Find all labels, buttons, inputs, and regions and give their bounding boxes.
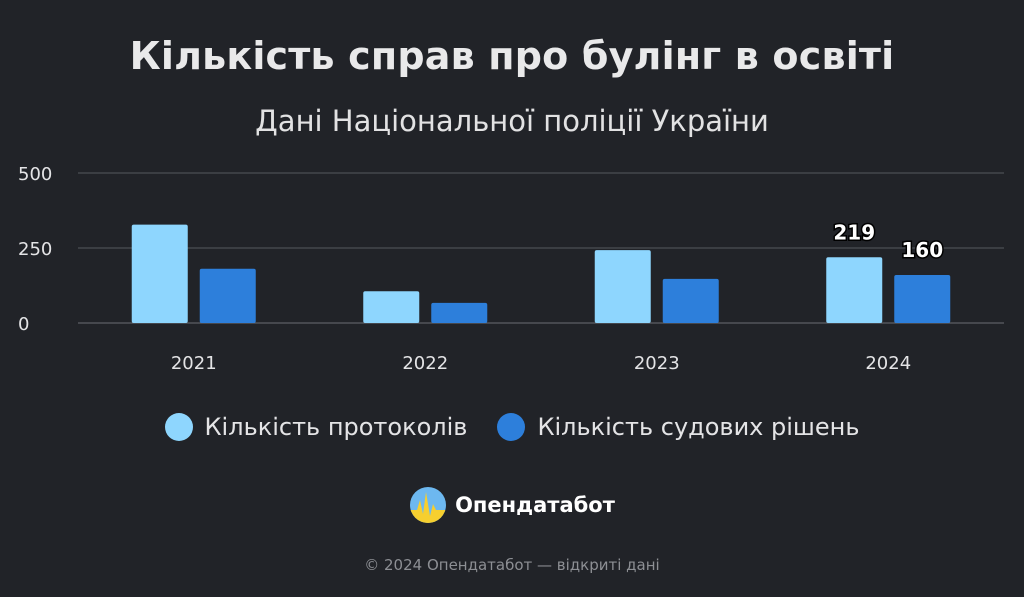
legend-swatch-court-decisions <box>497 413 526 441</box>
data-label: 219 <box>833 220 875 244</box>
x-tick-label: 2021 <box>171 353 217 374</box>
footer-note: © 2024 Опендатабот — відкриті дані <box>364 556 660 574</box>
y-tick-label: 500 <box>18 164 52 185</box>
bar-protocols-2023 <box>594 250 651 323</box>
brand-logo: Опендатабот <box>0 486 1024 524</box>
bar-protocols-2022 <box>363 291 420 323</box>
y-tick-label: 0 <box>18 314 29 335</box>
chart-subtitle: Дані Національної поліції України <box>255 104 769 138</box>
brand-name: Опендатабот <box>455 493 615 517</box>
legend-swatch-protocols <box>164 413 193 441</box>
y-tick-label: 250 <box>18 239 52 260</box>
opendatabot-logo-icon <box>410 487 447 523</box>
chart-title: Кількість справ про булінг в освіті <box>129 34 895 78</box>
x-tick-label: 2024 <box>865 353 911 374</box>
data-label: 160 <box>901 238 943 262</box>
legend-item-court-decisions[interactable]: Кількість судових рішень <box>497 413 859 441</box>
legend: Кількість протоколів Кількість судових р… <box>0 413 1024 441</box>
bar-court-decisions-2024 <box>894 275 951 323</box>
bar-chart: 0 250 500 2021 2022 2023 2024 219 160 <box>18 164 1004 374</box>
bar-protocols-2021 <box>131 224 188 323</box>
bar-court-decisions-2022 <box>431 302 488 323</box>
x-tick-label: 2022 <box>402 353 448 374</box>
legend-label-court-decisions: Кількість судових рішень <box>537 413 860 441</box>
bar-court-decisions-2023 <box>662 278 719 323</box>
bar-protocols-2024 <box>826 257 883 323</box>
legend-item-protocols[interactable]: Кількість протоколів <box>164 413 468 441</box>
x-tick-label: 2023 <box>634 353 680 374</box>
bar-court-decisions-2021 <box>199 268 256 323</box>
legend-label-protocols: Кількість протоколів <box>204 413 468 441</box>
